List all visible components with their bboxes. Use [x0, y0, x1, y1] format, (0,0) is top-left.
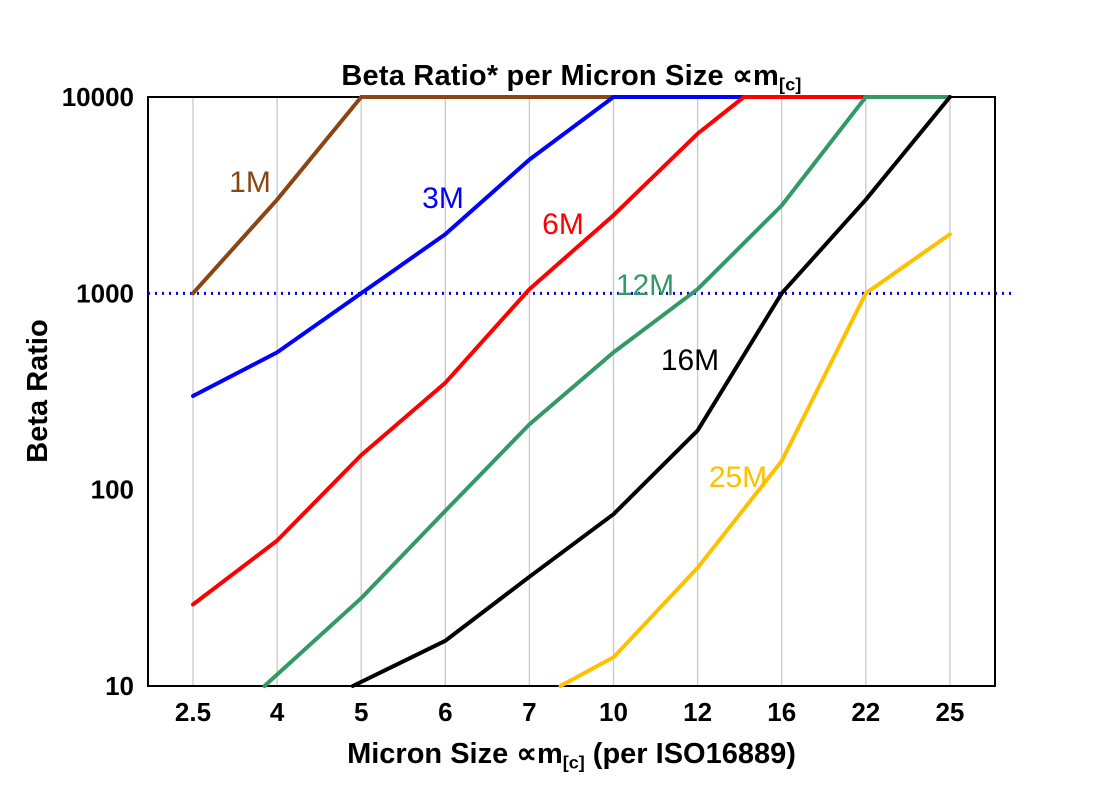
series-line-1M: [191, 95, 616, 296]
x-tick-label: 16: [767, 697, 796, 727]
series-label-6M: 6M: [542, 208, 584, 241]
series-line-3M: [191, 95, 746, 398]
x-tick-label: 7: [522, 697, 536, 727]
series-label-16M: 16M: [661, 344, 719, 377]
x-axis-title: Micron Size ∝m[c] (per ISO16889): [148, 736, 995, 773]
x-tick-label: 4: [270, 697, 285, 727]
x-tick-label: 22: [851, 697, 880, 727]
y-axis-title: Beta Ratio: [22, 319, 54, 463]
series-label-1M: 1M: [229, 166, 271, 199]
x-tick-label: 10: [599, 697, 628, 727]
series-line-16M: [350, 95, 952, 688]
series-label-3M: 3M: [422, 182, 464, 215]
chart-title: Beta Ratio* per Micron Size ∝m[c]: [148, 58, 995, 95]
chart-title-subscript: [c]: [779, 74, 802, 95]
plot-border: [147, 96, 996, 687]
x-tick-label: 25: [935, 697, 964, 727]
series-line-12M: [262, 95, 952, 688]
y-tick-label: 100: [91, 475, 134, 505]
series-label-12M: 12M: [616, 269, 674, 302]
y-tick-label: 1000: [76, 278, 134, 308]
x-axis-title-subscript: [c]: [562, 752, 585, 773]
x-tick-label: 2.5: [175, 697, 211, 727]
x-tick-label: 5: [354, 697, 368, 727]
x-tick-label: 12: [683, 697, 712, 727]
x-axis-title-post: (per ISO16889): [584, 738, 796, 770]
x-tick-label: 6: [438, 697, 452, 727]
y-tick-label: 10000: [62, 82, 134, 112]
series-line-6M: [191, 95, 868, 607]
series-line-25M: [558, 232, 952, 688]
y-tick-label: 10: [105, 671, 134, 701]
series-label-25M: 25M: [709, 461, 767, 494]
chart-title-main: Beta Ratio* per Micron Size ∝m: [341, 60, 780, 92]
x-axis-title-pre: Micron Size ∝m: [347, 738, 563, 770]
